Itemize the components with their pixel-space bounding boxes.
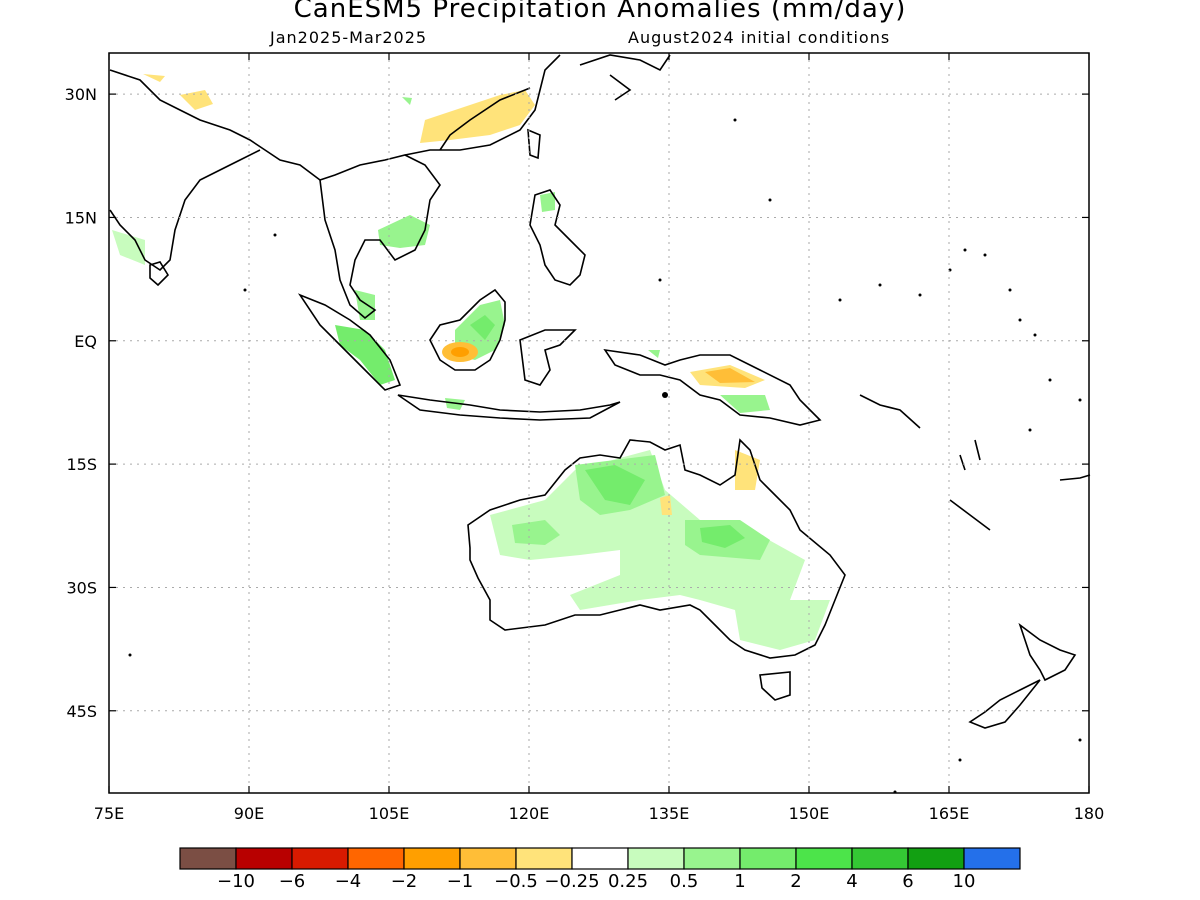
anomaly-area-borneo-dark xyxy=(470,315,495,340)
china-coastline xyxy=(404,54,561,156)
colorbar-label: 1 xyxy=(734,871,745,892)
sulawesi-coastline xyxy=(519,329,577,386)
taiwan-coastline xyxy=(527,128,541,160)
map-title: CanESM5 Precipitation Anomalies (mm/day) xyxy=(293,0,907,24)
colorbar-label: 10 xyxy=(953,871,976,892)
colorbar-swatch xyxy=(963,847,1021,870)
lon-tick-label: 165E xyxy=(929,804,970,823)
new-guinea-coastline xyxy=(603,348,822,426)
initial-conditions: August2024 initial conditions xyxy=(628,28,891,47)
philippines-coastline xyxy=(529,189,586,286)
anomaly-area-australia-dark-2 xyxy=(700,525,745,548)
lat-tick-label: 15N xyxy=(65,208,97,227)
forecast-period: Jan2025-Mar2025 xyxy=(270,28,428,47)
lat-tick-label: 30S xyxy=(66,578,97,597)
lon-tick-label: 105E xyxy=(369,804,410,823)
latitude-labels: 30N 15N EQ 15S 30S 45S xyxy=(65,85,97,721)
colorbar-label: −0.25 xyxy=(544,871,599,892)
colorbar-label: 0.5 xyxy=(670,871,699,892)
anomaly-area-china xyxy=(420,90,535,143)
colorbar-label: −2 xyxy=(391,871,418,892)
axis-ticks xyxy=(108,53,1090,793)
lon-tick-label: 150E xyxy=(789,804,830,823)
colorbar-swatch xyxy=(235,847,293,870)
colorbar-label: −1 xyxy=(447,871,474,892)
colorbar-label: −4 xyxy=(335,871,362,892)
colorbar-swatch xyxy=(179,847,237,870)
lat-tick-label: 45S xyxy=(66,702,97,721)
lat-tick-label: 15S xyxy=(66,455,97,474)
map-grid xyxy=(109,53,1089,793)
anomaly-area-himalaya xyxy=(180,90,213,110)
coastlines xyxy=(109,54,1091,729)
anomaly-area-sumatra xyxy=(335,325,395,385)
colorbar xyxy=(179,847,1021,870)
lon-tick-label: 180 xyxy=(1074,804,1105,823)
colorbar-swatch xyxy=(683,847,741,870)
colorbar-label: 4 xyxy=(846,871,857,892)
colorbar-label: −6 xyxy=(279,871,306,892)
tasmania-coastline xyxy=(759,671,791,701)
colorbar-label: −0.5 xyxy=(494,871,538,892)
lon-tick-label: 75E xyxy=(94,804,124,823)
indochina-coastline xyxy=(319,154,441,320)
anomaly-area-new-guinea-wet xyxy=(720,395,770,413)
anomaly-area-indochina xyxy=(378,215,430,248)
colorbar-swatch xyxy=(291,847,349,870)
anomaly-shading xyxy=(112,74,830,650)
colorbar-swatch xyxy=(739,847,797,870)
colorbar-swatch xyxy=(851,847,909,870)
colorbar-label: −10 xyxy=(217,871,255,892)
small-islands xyxy=(128,118,1082,794)
japan-coastline xyxy=(579,54,671,101)
colorbar-swatch xyxy=(459,847,517,870)
map-frame xyxy=(108,52,1090,794)
anomaly-area-australia-light xyxy=(490,450,830,650)
sri-lanka-coastline xyxy=(149,261,170,287)
anomaly-area-australia-medium-3 xyxy=(512,520,560,545)
australia-coastline xyxy=(467,438,846,659)
sumatra-coastline xyxy=(297,293,402,391)
colorbar-swatch xyxy=(907,847,965,870)
colorbar-label: 0.25 xyxy=(608,871,648,892)
colorbar-swatch xyxy=(347,847,405,870)
lon-tick-label: 120E xyxy=(509,804,550,823)
longitude-labels: 75E 90E 105E 120E 135E 150E 165E 180 xyxy=(94,804,1105,823)
lon-tick-label: 90E xyxy=(234,804,264,823)
colorbar-swatch xyxy=(515,847,573,870)
anomaly-area-south-india xyxy=(112,230,145,265)
india-coastline xyxy=(109,69,321,272)
colorbar-swatch xyxy=(795,847,853,870)
colorbar-swatch xyxy=(627,847,685,870)
lon-tick-label: 135E xyxy=(649,804,690,823)
lat-tick-label: EQ xyxy=(74,332,97,351)
anomaly-area-philippines xyxy=(540,192,555,212)
anomaly-area-australia-dark xyxy=(585,465,645,505)
colorbar-labels: −10 −6 −4 −2 −1 −0.5 −0.25 0.25 0.5 1 2 4 6 10 xyxy=(217,871,975,892)
lat-tick-label: 30N xyxy=(65,85,97,104)
anomaly-area-malaya xyxy=(355,290,375,320)
java-coastline xyxy=(397,394,621,421)
new-zealand-coastline xyxy=(968,622,1077,729)
colorbar-label: 2 xyxy=(790,871,801,892)
borneo-coastline xyxy=(429,288,506,371)
colorbar-swatch xyxy=(571,847,629,870)
colorbar-swatch xyxy=(403,847,461,870)
colorbar-label: 6 xyxy=(902,871,913,892)
